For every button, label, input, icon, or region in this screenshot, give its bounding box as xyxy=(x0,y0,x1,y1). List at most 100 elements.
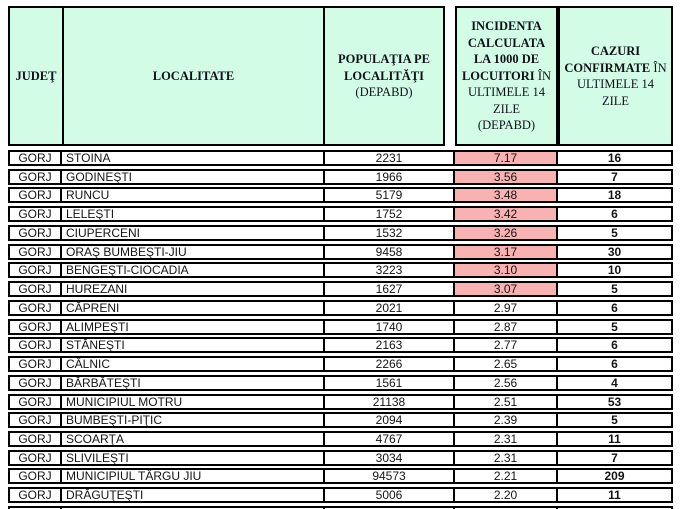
table-row: GORJ ORAŞ BUMBEŞTI-JIU 9458 3.17 30 xyxy=(8,243,673,260)
population-cell: 1740 xyxy=(325,320,455,333)
cases-cell: 53 xyxy=(607,395,622,408)
population-cell: 4767 xyxy=(325,433,455,446)
header-incidenta-label: INCIDENTA CALCULATA LA 1000 DE LOCUITORI… xyxy=(461,19,552,116)
cases-cell: 7 xyxy=(611,170,618,183)
cases-cell: 4 xyxy=(611,376,618,389)
header-judet-label: JUDEŢ xyxy=(15,68,57,83)
judet-cell: GORJ xyxy=(10,451,62,464)
localitate-cell: LELEŞTI xyxy=(62,208,325,221)
cases-cell: 30 xyxy=(607,245,622,258)
table-row: GORJ SLIVILEŞTI 3034 2.31 7 xyxy=(8,449,673,466)
localitate-cell: CĂPRENI xyxy=(62,301,325,314)
incidence-cell: 2.31 xyxy=(455,433,558,446)
table-row: GORJ CÂLNIC 2266 2.65 6 xyxy=(8,356,673,373)
population-cell xyxy=(325,507,455,509)
table-header-row: JUDEŢ LOCALITATE POPULAŢIA PE LOCALITĂŢI… xyxy=(8,6,673,146)
table-row: GORJ BĂRBĂTEŞTI 1561 2.56 4 xyxy=(8,374,673,391)
incidence-cell: 3.17 xyxy=(455,245,558,258)
table-body: GORJ STOINA 2231 7.17 16 GORJ GODINEŞTI 1966 3.5… xyxy=(8,150,673,504)
incidence-cell: 3.26 xyxy=(455,226,558,239)
table-row: GORJ HUREZANI 1627 3.07 5 xyxy=(8,281,673,298)
table-row: GORJ CĂPRENI 2021 2.97 6 xyxy=(8,299,673,316)
incidence-cell: 2.39 xyxy=(455,414,558,427)
incidence-cell: 2.77 xyxy=(455,339,558,352)
incidence-cell: 2.21 xyxy=(455,470,558,483)
judet-cell: GORJ xyxy=(10,170,62,183)
incidence-cell: 3.42 xyxy=(455,208,558,221)
incidence-cell xyxy=(455,507,558,509)
localitate-cell: ALIMPEŞTI xyxy=(62,320,325,333)
header-cell-incidenta: INCIDENTA CALCULATA LA 1000 DE LOCUITORI… xyxy=(455,6,558,146)
cases-cell: 5 xyxy=(611,226,618,239)
population-cell: 2266 xyxy=(325,358,455,371)
judet-cell: GORJ xyxy=(10,208,62,221)
header-incidenta-source: (DEPABD) xyxy=(477,118,536,133)
header-populatie-label: POPULAŢIA PE LOCALITĂŢI xyxy=(337,52,431,83)
population-cell: 2163 xyxy=(325,339,455,352)
judet-cell: GORJ xyxy=(10,189,62,202)
table-row: GORJ LELEŞTI 1752 3.42 6 xyxy=(8,206,673,223)
judet-cell xyxy=(10,507,62,509)
cases-cell: 6 xyxy=(611,339,618,352)
judet-cell: GORJ xyxy=(10,414,62,427)
table-row: GORJ CIUPERCENI 1532 3.26 5 xyxy=(8,224,673,241)
table-row: GORJ ALIMPEŞTI 1740 2.87 5 xyxy=(8,318,673,335)
judet-cell: GORJ xyxy=(10,226,62,239)
population-cell: 1561 xyxy=(325,376,455,389)
cases-cell: 6 xyxy=(611,301,618,314)
localitate-cell: STĂNEŞTI xyxy=(62,339,325,352)
population-cell: 3223 xyxy=(325,264,455,277)
localitate-cell: CIUPERCENI xyxy=(62,226,325,239)
table-row: GORJ BUMBEŞTI-PIŢIC 2094 2.39 5 xyxy=(8,412,673,429)
judet-cell: GORJ xyxy=(10,339,62,352)
population-cell: 5179 xyxy=(325,189,455,202)
header-localitate-label: LOCALITATE xyxy=(152,68,235,83)
localitate-cell xyxy=(62,507,325,509)
header-cell-populatie: POPULAŢIA PE LOCALITĂŢI (DEPABD) xyxy=(323,6,445,146)
incidence-cell: 2.65 xyxy=(455,358,558,371)
judet-cell: GORJ xyxy=(10,395,62,408)
table-row: GORJ RUNCU 5179 3.48 18 xyxy=(8,187,673,204)
table-row-partial xyxy=(8,505,673,509)
population-cell: 9458 xyxy=(325,245,455,258)
cases-cell: 10 xyxy=(607,264,622,277)
cases-cell: 5 xyxy=(611,320,618,333)
judet-cell: GORJ xyxy=(10,320,62,333)
incidence-cell: 2.97 xyxy=(455,301,558,314)
cases-cell: 6 xyxy=(611,208,618,221)
incidence-cell: 3.48 xyxy=(455,189,558,202)
incidence-cell: 2.20 xyxy=(455,489,558,502)
cases-cell: 11 xyxy=(608,433,621,446)
incidence-cell: 2.31 xyxy=(455,451,558,464)
cases-cell: 18 xyxy=(607,189,622,202)
population-cell: 3034 xyxy=(325,451,455,464)
table-row: GORJ MUNICIPIUL MOTRU 21138 2.51 53 xyxy=(8,393,673,410)
localitate-cell: ORAŞ BUMBEŞTI-JIU xyxy=(62,245,325,258)
judet-cell: GORJ xyxy=(10,283,62,296)
localitate-cell: HUREZANI xyxy=(62,283,325,296)
incidence-cell: 2.87 xyxy=(455,320,558,333)
header-cell-localitate: LOCALITATE xyxy=(62,6,325,146)
judet-cell: GORJ xyxy=(10,245,62,258)
cases-cell: 11 xyxy=(608,489,621,502)
population-cell: 1627 xyxy=(325,283,455,296)
localitate-cell: GODINEŞTI xyxy=(62,170,325,183)
population-cell: 2021 xyxy=(325,301,455,314)
localitate-cell: BĂRBĂTEŞTI xyxy=(62,376,325,389)
header-populatie-source: (DEPABD) xyxy=(355,85,413,100)
table-row: GORJ STĂNEŞTI 2163 2.77 6 xyxy=(8,337,673,354)
cases-cell: 209 xyxy=(604,470,625,483)
localitate-cell: RUNCU xyxy=(62,189,325,202)
population-cell: 5006 xyxy=(325,489,455,502)
localitate-cell: STOINA xyxy=(62,152,325,164)
judet-cell: GORJ xyxy=(10,433,62,446)
localitate-cell: BENGEŞTI-CIOCADIA xyxy=(62,264,325,277)
incidence-cell: 7.17 xyxy=(455,152,558,164)
incidence-cell: 2.56 xyxy=(455,376,558,389)
judet-cell: GORJ xyxy=(10,301,62,314)
incidence-cell: 3.10 xyxy=(455,264,558,277)
population-cell: 94573 xyxy=(325,470,455,483)
incidence-table: JUDEŢ LOCALITATE POPULAŢIA PE LOCALITĂŢI… xyxy=(8,6,673,509)
cases-cell: 7 xyxy=(611,451,618,464)
